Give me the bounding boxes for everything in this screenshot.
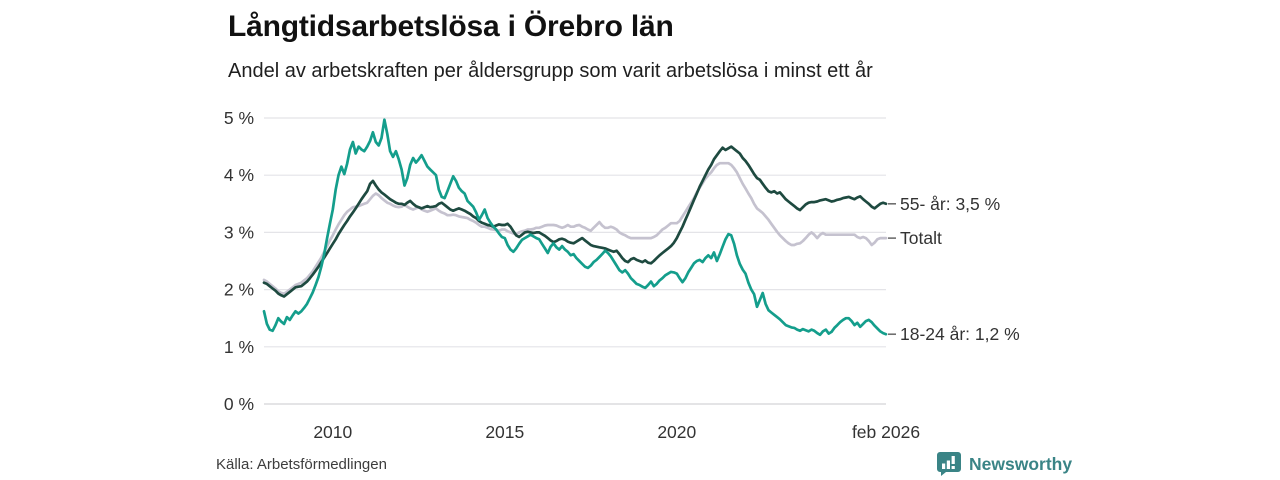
series-end-label-18-24-r: 18-24 år: 1,2 % <box>900 324 1020 344</box>
series-end-label-55-r: 55- år: 3,5 % <box>900 194 1000 214</box>
newsworthy-bubble-chart-icon <box>937 452 961 476</box>
page-title: Långtidsarbetslösa i Örebro län <box>228 10 674 43</box>
y-tick-label-2: 2 % <box>224 280 254 300</box>
x-tick-label-2015: 2015 <box>485 422 524 442</box>
newsworthy-wordmark: Newsworthy <box>969 453 1073 474</box>
x-tick-label-2010: 2010 <box>313 422 352 442</box>
chart-subtitle: Andel av arbetskraften per åldersgrupp s… <box>228 60 873 82</box>
series-line-55-r <box>262 145 888 298</box>
y-tick-label-5: 5 % <box>224 108 254 128</box>
y-tick-label-0: 0 % <box>224 394 254 414</box>
newsworthy-logo: Newsworthy <box>936 451 1072 477</box>
series-line-totalt <box>262 161 888 295</box>
series-end-label-totalt: Totalt <box>900 228 942 248</box>
x-tick-label-feb-2026: feb 2026 <box>852 422 920 442</box>
source-note: Källa: Arbetsförmedlingen <box>216 456 387 473</box>
y-tick-label-3: 3 % <box>224 222 254 242</box>
y-tick-label-4: 4 % <box>224 165 254 185</box>
y-tick-label-1: 1 % <box>224 337 254 357</box>
x-tick-label-2020: 2020 <box>657 422 696 442</box>
series-line-18-24-r <box>262 118 888 337</box>
